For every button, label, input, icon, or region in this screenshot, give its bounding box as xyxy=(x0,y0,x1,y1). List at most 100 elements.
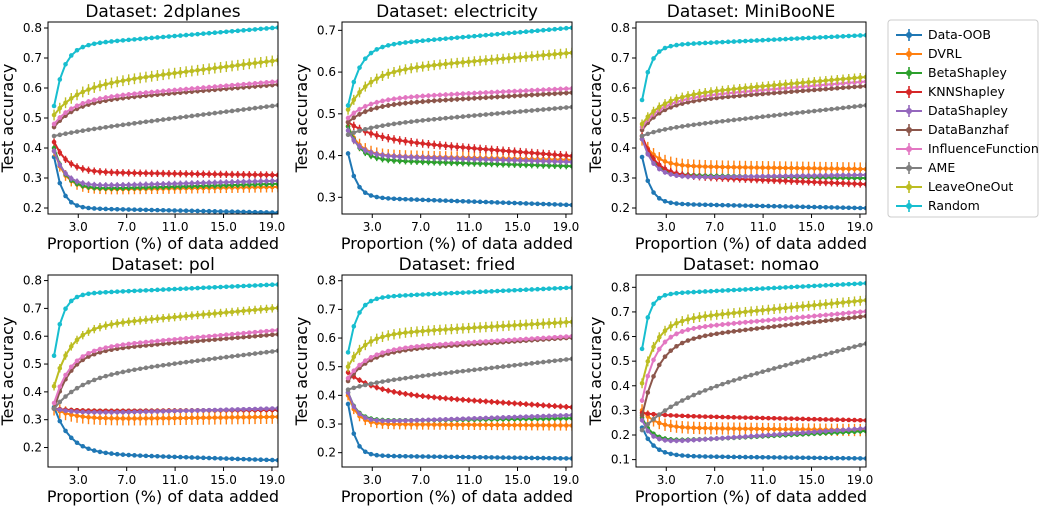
data-point xyxy=(120,38,126,43)
data-point xyxy=(563,86,569,92)
data-point xyxy=(380,134,385,140)
data-point xyxy=(269,172,275,178)
data-point xyxy=(852,310,857,315)
data-point xyxy=(454,340,460,346)
data-point xyxy=(397,376,403,382)
data-point xyxy=(702,324,708,329)
data-point xyxy=(137,318,143,323)
data-point xyxy=(477,289,483,295)
data-point xyxy=(172,415,177,421)
data-point xyxy=(783,165,788,171)
data-point xyxy=(817,173,823,178)
data-point xyxy=(155,409,160,414)
data-point xyxy=(380,152,385,158)
data-point xyxy=(840,166,846,172)
data-point xyxy=(68,344,74,349)
data-point xyxy=(766,432,771,438)
data-point xyxy=(109,289,114,295)
data-point xyxy=(552,163,558,168)
data-point xyxy=(737,203,742,208)
data-point xyxy=(380,73,385,79)
data-point xyxy=(357,362,362,368)
data-point xyxy=(414,94,420,99)
data-point xyxy=(495,111,500,116)
data-point xyxy=(206,208,212,214)
series-line xyxy=(347,403,572,460)
data-point xyxy=(132,341,137,346)
data-point xyxy=(823,86,829,92)
data-point xyxy=(91,126,97,132)
data-point xyxy=(368,381,374,387)
data-point xyxy=(109,451,114,456)
data-point xyxy=(269,25,275,31)
data-point xyxy=(166,208,172,213)
data-point xyxy=(368,107,374,112)
data-point xyxy=(420,343,426,349)
data-point xyxy=(857,172,863,178)
data-point xyxy=(143,90,149,95)
y-tick-label: 0.2 xyxy=(23,441,42,455)
data-point xyxy=(114,409,120,415)
data-point xyxy=(97,169,103,174)
data-point xyxy=(512,337,517,342)
data-point xyxy=(368,417,374,422)
data-point xyxy=(246,406,252,412)
data-point xyxy=(725,329,731,335)
data-point xyxy=(437,327,443,333)
data-point xyxy=(195,208,200,214)
data-point xyxy=(86,127,91,133)
data-point xyxy=(477,199,483,205)
data-point xyxy=(63,394,68,399)
data-point xyxy=(235,407,241,412)
series-line xyxy=(641,411,866,422)
data-point xyxy=(466,325,471,331)
data-point xyxy=(645,178,651,184)
data-point xyxy=(714,331,720,337)
data-point xyxy=(489,147,494,153)
subplot-6: 0.10.20.30.40.50.60.70.83.0 7.0 11.0 15.0 19… xyxy=(586,255,873,506)
data-point xyxy=(760,114,765,120)
data-point xyxy=(777,323,783,329)
data-point xyxy=(166,171,172,176)
data-point xyxy=(829,428,834,434)
data-point xyxy=(489,157,494,162)
series-knnshapley xyxy=(345,369,572,411)
data-point xyxy=(132,367,137,373)
data-point xyxy=(495,200,500,205)
data-point xyxy=(651,161,656,166)
y-tick-label: 0.4 xyxy=(317,149,336,163)
data-point xyxy=(183,313,189,319)
data-point xyxy=(351,110,357,116)
data-point xyxy=(760,369,765,375)
data-point xyxy=(656,128,662,133)
series-line xyxy=(53,407,278,414)
series-group xyxy=(345,25,572,208)
data-point xyxy=(518,54,523,60)
x-tick-label: 3.0 xyxy=(69,473,88,487)
data-point xyxy=(97,206,103,212)
data-point xyxy=(212,180,218,185)
data-point xyxy=(166,337,172,343)
data-point xyxy=(443,143,448,149)
data-point xyxy=(737,426,742,432)
data-point xyxy=(460,160,466,166)
data-point xyxy=(691,413,697,419)
data-point xyxy=(166,341,172,346)
data-point xyxy=(662,198,668,204)
data-point xyxy=(246,351,252,357)
data-point xyxy=(454,326,460,332)
data-point xyxy=(229,354,235,359)
data-point xyxy=(840,427,846,433)
data-point xyxy=(120,78,126,84)
data-point xyxy=(149,339,154,344)
data-point xyxy=(540,403,546,408)
series-datashapley xyxy=(345,390,572,424)
data-point xyxy=(362,109,368,114)
data-point xyxy=(477,146,483,152)
data-point xyxy=(540,27,546,33)
data-point xyxy=(385,71,391,77)
data-point xyxy=(351,354,357,360)
data-point xyxy=(766,307,771,312)
data-point xyxy=(362,104,368,109)
data-point xyxy=(126,452,132,458)
